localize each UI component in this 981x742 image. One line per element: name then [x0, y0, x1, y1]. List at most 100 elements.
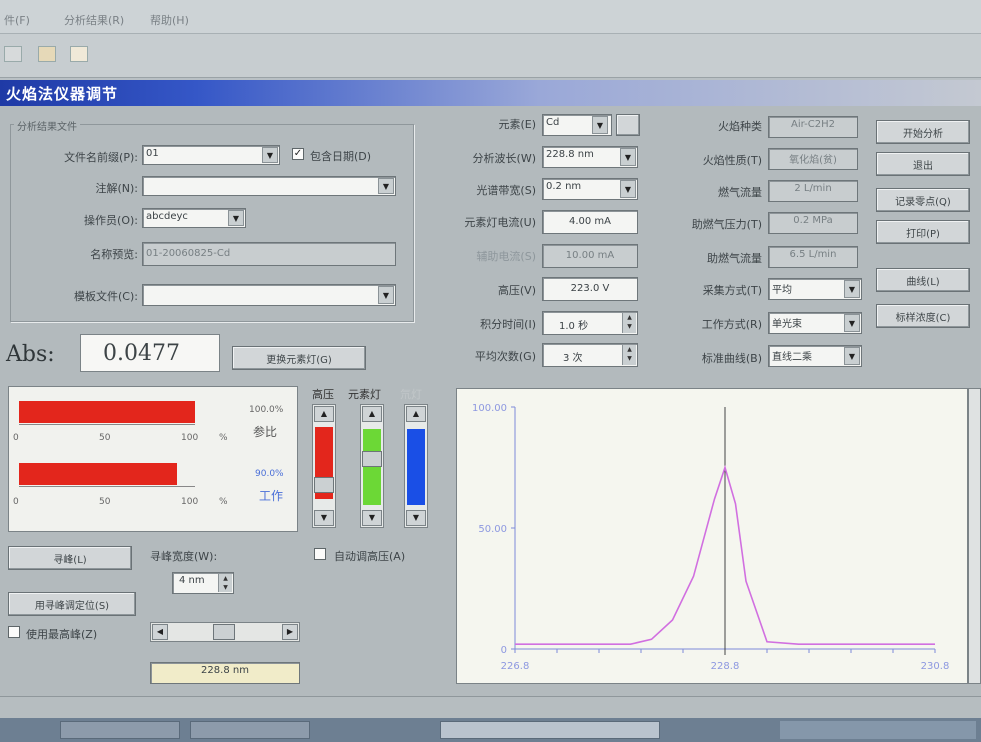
y-tick-label: 100.00	[472, 403, 507, 414]
spin-arrows-icon[interactable]: ▲ ▼	[622, 313, 636, 333]
hv-slider-label: 高压	[312, 388, 334, 401]
spin-arrows-icon[interactable]: ▲ ▼	[622, 345, 636, 365]
lamp-slider[interactable]: ▲ ▼	[360, 404, 384, 528]
change-lamp-button[interactable]: 更换元素灯(G)	[232, 346, 366, 370]
avg-spinner[interactable]: 3 次 ▲ ▼	[542, 343, 638, 367]
fuel-flow-field: 2 L/min	[768, 180, 858, 202]
peak-width-value: 4 nm	[179, 575, 205, 586]
taskbar-button-active[interactable]	[440, 721, 660, 739]
chevron-down-icon[interactable]: ▼	[844, 314, 860, 332]
spin-arrows-icon[interactable]: ▲ ▼	[218, 574, 232, 592]
toolbar	[0, 34, 981, 78]
new-icon[interactable]	[4, 46, 22, 62]
taskbar-button[interactable]	[60, 721, 180, 739]
use-max-peak-checkbox[interactable]	[8, 626, 20, 638]
work-percent: 90.0%	[255, 469, 284, 479]
chevron-down-icon[interactable]: ▼	[262, 147, 278, 163]
name-preview-field: 01-20060825-Cd	[142, 242, 396, 266]
wavelength-dropdown[interactable]: 228.8 nm ▼	[542, 146, 638, 168]
hv-slider-thumb[interactable]	[314, 477, 334, 493]
fuel-flow-label: 燃气流量	[718, 186, 762, 199]
bandwidth-label: 光谱带宽(S)	[476, 184, 536, 197]
flame-type-label: 火焰种类	[718, 120, 762, 133]
wavelength-hscroll[interactable]: ◀ ▶	[150, 622, 300, 642]
work-bar	[19, 463, 178, 485]
arrow-down-icon[interactable]: ▼	[314, 510, 334, 526]
peak-width-spinner[interactable]: 4 nm ▲ ▼	[172, 572, 234, 594]
spectrum-chart-svg: 100.00 50.00 0 226.8 228.8 230.8	[472, 403, 950, 672]
lamp-current-field[interactable]: 4.00 mA	[542, 210, 638, 234]
menu-results[interactable]: 分析结果(R)	[64, 14, 125, 27]
chevron-down-icon[interactable]: ▼	[844, 347, 860, 365]
chevron-down-icon[interactable]: ▼	[592, 116, 608, 134]
work-mode-value: 单光束	[772, 319, 802, 330]
arrow-up-icon[interactable]: ▲	[406, 406, 426, 422]
menu-help[interactable]: 帮助(H)	[150, 14, 189, 27]
wavelength-scroll-thumb[interactable]	[213, 624, 235, 640]
chevron-down-icon[interactable]: ▼	[620, 148, 636, 166]
lamp-slider-thumb[interactable]	[362, 451, 382, 467]
arrow-left-icon[interactable]: ◀	[152, 624, 168, 640]
curve-type-dropdown[interactable]: 直线二乘 ▼	[768, 345, 862, 367]
x-tick-label: 230.8	[921, 661, 950, 672]
system-tray	[780, 721, 976, 739]
flame-state-field[interactable]: 氧化焰(贫)	[768, 148, 858, 170]
peak-position-button[interactable]: 用寻峰调定位(S)	[8, 592, 136, 616]
file-group-title: 分析结果文件	[14, 118, 80, 133]
menu-bar: 件(F) 分析结果(R) 帮助(H)	[0, 0, 981, 34]
arrow-up-icon[interactable]: ▲	[362, 406, 382, 422]
operator-dropdown[interactable]: abcdeyc ▼	[142, 208, 246, 228]
abs-value: 0.0477	[80, 334, 220, 372]
abs-label: Abs:	[6, 342, 55, 367]
arrow-down-icon[interactable]: ▼	[362, 510, 382, 526]
sample-conc-button[interactable]: 标样浓度(C)	[876, 304, 970, 328]
integration-value: 1.0 秒	[559, 321, 589, 332]
open-folder-icon[interactable]	[38, 46, 56, 62]
chevron-down-icon[interactable]: ▼	[378, 286, 394, 304]
operator-label: 操作员(O):	[84, 214, 138, 227]
taskbar-button[interactable]	[190, 721, 310, 739]
chart-icon[interactable]	[70, 46, 88, 62]
arrow-right-icon[interactable]: ▶	[282, 624, 298, 640]
print-button[interactable]: 打印(P)	[876, 220, 970, 244]
hv-field[interactable]: 223.0 V	[542, 277, 638, 301]
lamp-current-label: 元素灯电流(U)	[464, 216, 536, 229]
note-dropdown[interactable]: ▼	[142, 176, 396, 196]
status-bar	[0, 696, 981, 718]
arrow-down-icon[interactable]: ▼	[406, 510, 426, 526]
work-mode-dropdown[interactable]: 单光束 ▼	[768, 312, 862, 334]
third-slider[interactable]: ▲ ▼	[404, 404, 428, 528]
bandwidth-dropdown[interactable]: 0.2 nm ▼	[542, 178, 638, 200]
auto-hv-checkbox[interactable]	[314, 548, 326, 560]
integration-label: 积分时间(I)	[480, 318, 536, 331]
hv-slider[interactable]: ▲ ▼	[312, 404, 336, 528]
lamp-slider-label: 元素灯	[348, 388, 381, 401]
chevron-down-icon[interactable]: ▼	[378, 178, 394, 194]
element-dropdown[interactable]: Cd ▼	[542, 114, 612, 136]
arrow-up-icon[interactable]: ▲	[314, 406, 334, 422]
ref-scale-100: 100	[181, 433, 199, 443]
file-groupbox	[10, 124, 414, 322]
template-dropdown[interactable]: ▼	[142, 284, 396, 306]
menu-file[interactable]: 件(F)	[4, 14, 30, 27]
acq-mode-label: 采集方式(T)	[702, 284, 762, 297]
chevron-down-icon[interactable]: ▼	[228, 210, 244, 226]
peak-scan-button[interactable]: 寻峰(L)	[8, 546, 132, 570]
start-analysis-button[interactable]: 开始分析	[876, 120, 970, 144]
record-zero-button[interactable]: 记录零点(Q)	[876, 188, 970, 212]
peak-width-label: 寻峰宽度(W):	[150, 550, 218, 563]
chart-vscroll[interactable]	[968, 388, 981, 684]
window-titlebar: 火焰法仪器调节	[0, 80, 981, 106]
integration-spinner[interactable]: 1.0 秒 ▲ ▼	[542, 311, 638, 335]
acq-mode-dropdown[interactable]: 平均 ▼	[768, 278, 862, 300]
include-date-checkbox[interactable]: ✓	[292, 148, 304, 160]
element-table-button[interactable]	[616, 114, 640, 136]
chevron-down-icon[interactable]: ▼	[620, 180, 636, 198]
wavelength-label: 分析波长(W)	[472, 152, 536, 165]
third-slider-label: 氘灯	[400, 388, 422, 401]
prefix-dropdown[interactable]: 01 ▼	[142, 145, 280, 165]
chevron-down-icon[interactable]: ▼	[844, 280, 860, 298]
work-label: 工作	[259, 489, 284, 503]
exit-button[interactable]: 退出	[876, 152, 970, 176]
curve-button[interactable]: 曲线(L)	[876, 268, 970, 292]
